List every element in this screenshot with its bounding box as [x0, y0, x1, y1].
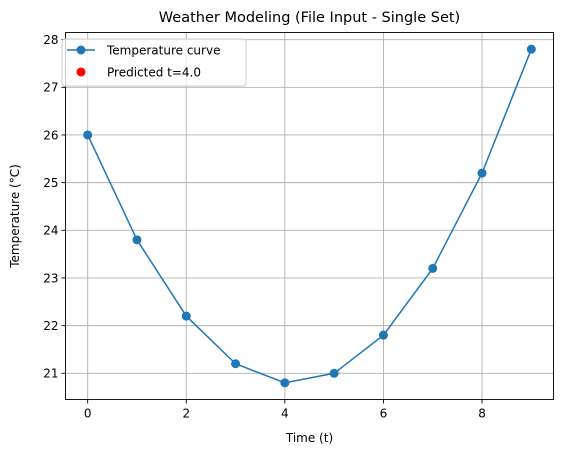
x-tick-label: 6	[380, 407, 388, 421]
data-point-temperature	[280, 378, 290, 388]
data-point-temperature	[378, 330, 388, 340]
x-tick-label: 8	[478, 407, 486, 421]
y-axis: 21 22 23 24 25 26 27 28	[43, 33, 66, 381]
x-axis-label: Time (t)	[285, 431, 333, 445]
y-axis-label: Temperature (°C)	[8, 164, 22, 269]
data-point-temperature	[477, 168, 487, 178]
x-tick-label: 0	[84, 407, 92, 421]
y-tick-label: 25	[43, 176, 58, 190]
plot-frame	[65, 32, 554, 400]
y-tick-label: 28	[43, 33, 58, 47]
legend-marker-temperature-curve	[76, 45, 86, 55]
y-tick-label: 26	[43, 128, 58, 142]
x-tick-label: 4	[281, 407, 289, 421]
y-tick-label: 22	[43, 319, 58, 333]
data-point-temperature	[526, 44, 536, 54]
chart-title: Weather Modeling (File Input - Single Se…	[159, 10, 460, 26]
data-point-temperature	[329, 368, 339, 378]
legend: Temperature curve Predicted t=4.0	[61, 38, 247, 87]
data-point-temperature	[132, 235, 142, 245]
y-tick-label: 23	[43, 271, 58, 285]
data-point-temperature	[231, 359, 241, 369]
data-point-temperature	[83, 130, 93, 140]
x-axis: 0 2 4 6 8	[84, 399, 486, 421]
y-tick-label: 27	[43, 81, 58, 95]
series-line-temperature-curve	[87, 48, 533, 384]
legend-label-temperature-curve: Temperature curve	[106, 44, 220, 58]
y-tick-label: 24	[43, 224, 58, 238]
legend-box	[61, 38, 247, 87]
data-point-temperature	[181, 311, 191, 321]
legend-marker-predicted	[76, 67, 86, 77]
data-point-temperature	[428, 263, 438, 273]
grid-lines	[65, 32, 554, 400]
y-tick-label: 21	[43, 367, 58, 381]
series-layer	[83, 44, 536, 388]
x-tick-label: 2	[182, 407, 190, 421]
legend-label-predicted: Predicted t=4.0	[107, 66, 201, 80]
